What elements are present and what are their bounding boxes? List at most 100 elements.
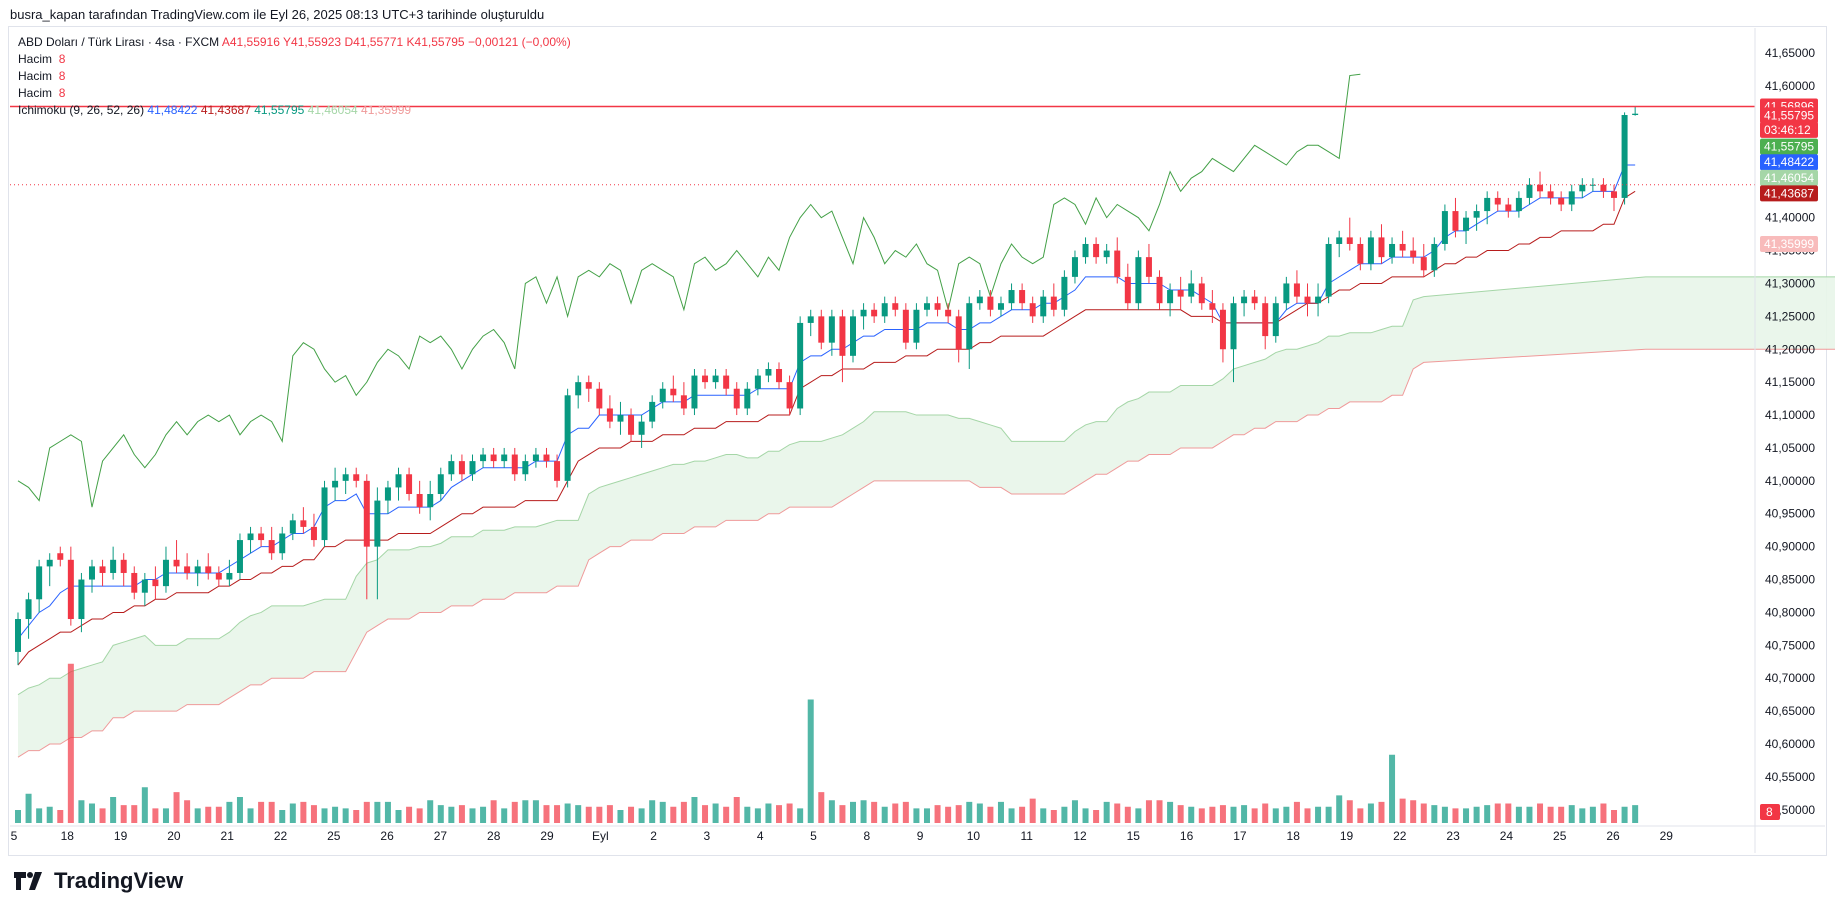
candle-body: [649, 401, 656, 422]
candle-body: [1167, 290, 1174, 304]
candle-body: [1452, 211, 1459, 231]
volume-bar: [395, 810, 402, 823]
ichimoku-tenkan: [17, 164, 1636, 640]
volume-bar: [501, 808, 508, 823]
volume-bar: [902, 801, 909, 823]
volume-bar: [1230, 806, 1237, 823]
time-axis-label: 3: [704, 829, 711, 843]
volume-tag: [1760, 804, 1780, 820]
price-tag-label: 41,43687: [1764, 186, 1814, 200]
tradingview-brand[interactable]: TradingView: [12, 868, 183, 894]
volume-bar: [1293, 801, 1300, 823]
candle-body: [1494, 197, 1501, 205]
candle-body: [1241, 296, 1248, 304]
volume-bar: [543, 805, 550, 823]
low-value: 41,55771: [353, 35, 404, 49]
time-axis-label: 9: [917, 829, 924, 843]
candle-body: [1262, 303, 1269, 337]
candle-body: [395, 474, 402, 488]
candle-body: [881, 303, 888, 317]
time-axis-label: 27: [434, 829, 448, 843]
candle-body: [226, 572, 233, 580]
chart-legend: ABD Doları / Türk Lirası · 4sa · FXCM A4…: [18, 34, 571, 119]
candle-body: [88, 566, 95, 580]
candle-body: [976, 296, 983, 304]
volume-bar: [1029, 798, 1036, 823]
volume-bar: [384, 801, 391, 823]
candle-body: [247, 533, 254, 541]
candle-body: [152, 579, 159, 587]
candle-body: [36, 566, 43, 600]
volume-bar: [1389, 754, 1396, 823]
ichimoku-spanb-value: 41,35999: [361, 103, 412, 117]
time-axis-label: 8: [863, 829, 870, 843]
volume-bar: [131, 805, 138, 823]
volume-bar: [712, 803, 719, 823]
price-axis-label: 40,65000: [1765, 704, 1815, 718]
candle-body: [289, 520, 296, 534]
candle-body: [480, 454, 487, 462]
volume-row[interactable]: Hacim 8: [18, 68, 571, 85]
price-axis-label: 41,30000: [1765, 276, 1815, 290]
candle-body: [1515, 197, 1522, 212]
volume-bar: [120, 805, 127, 823]
time-axis-label: Eyl: [592, 829, 609, 843]
time-axis-label: 17: [1233, 829, 1247, 843]
candle-body: [501, 454, 508, 462]
price-tag-label: 41,46054: [1764, 171, 1814, 185]
volume-bar: [36, 808, 43, 823]
price-axis-label: 41,65000: [1765, 46, 1815, 60]
volume-bar: [754, 808, 761, 823]
candle-body: [1198, 283, 1205, 304]
candle-body: [955, 316, 962, 350]
volume-row[interactable]: Hacim 8: [18, 85, 571, 102]
candle-body: [585, 382, 592, 389]
close-label: K: [406, 35, 415, 49]
ichimoku-tenkan-value: 41,48422: [147, 103, 198, 117]
price-axis-label: 40,70000: [1765, 671, 1815, 685]
candle-body: [670, 388, 677, 396]
candle-body: [1114, 250, 1121, 277]
candle-body: [1103, 250, 1110, 258]
price-axis-label: 40,85000: [1765, 573, 1815, 587]
volume-bar: [776, 805, 783, 823]
volume-bar: [78, 800, 85, 823]
candle-body: [1071, 257, 1078, 277]
volume-bar: [575, 805, 582, 823]
candle-body: [776, 368, 783, 383]
volume-bar: [828, 800, 835, 823]
ichimoku-row[interactable]: Ichimoku (9, 26, 52, 26) 41,48422 41,436…: [18, 102, 571, 119]
candle-body: [786, 382, 793, 409]
volume-row[interactable]: Hacim 8: [18, 51, 571, 68]
symbol-label[interactable]: ABD Doları / Türk Lirası · 4sa · FXCM: [18, 35, 220, 49]
volume-bar: [628, 806, 635, 823]
candle-body: [1463, 217, 1470, 231]
candle-body: [850, 316, 856, 356]
volume-bar: [184, 800, 191, 823]
price-axis-label: 41,10000: [1765, 408, 1815, 422]
volume-bar: [1040, 808, 1047, 823]
volume-bar: [871, 801, 878, 823]
volume-bar: [1283, 806, 1290, 823]
price-axis-label: 40,60000: [1765, 737, 1815, 751]
volume-bar: [215, 806, 222, 823]
candle-body: [1600, 184, 1607, 192]
price-axis-label: 41,40000: [1765, 211, 1815, 225]
volume-bar: [416, 808, 423, 823]
volume-bar: [1494, 803, 1501, 823]
time-axis-label: 18: [61, 829, 75, 843]
candle-body: [236, 540, 243, 573]
time-axis-label: 15: [1127, 829, 1141, 843]
volume-bar: [955, 805, 962, 823]
volume-value: 8: [58, 86, 66, 100]
volume-bar: [1463, 808, 1470, 823]
price-axis-label: 40,90000: [1765, 540, 1815, 554]
time-axis-label: 25: [1553, 829, 1567, 843]
volume-bar: [1611, 810, 1618, 823]
volume-bar: [1114, 803, 1121, 823]
volume-bar: [765, 803, 772, 823]
candle-body: [797, 322, 804, 409]
symbol-row[interactable]: ABD Doları / Türk Lirası · 4sa · FXCM A4…: [18, 34, 571, 51]
candle-body: [945, 309, 952, 317]
